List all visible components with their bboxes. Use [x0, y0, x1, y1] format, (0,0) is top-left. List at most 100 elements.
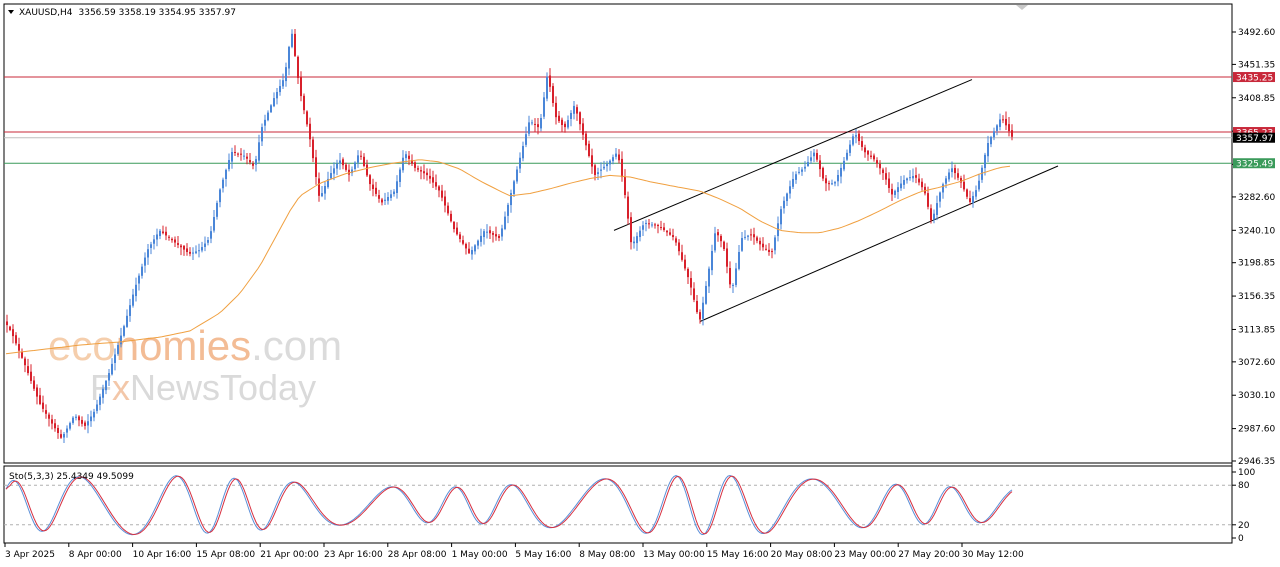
candle-body	[231, 151, 233, 162]
price-tick-label: 3408.85	[1238, 94, 1275, 104]
candle-body	[1008, 124, 1010, 132]
candle-body	[96, 404, 98, 411]
candle-body	[435, 182, 437, 187]
candle-body	[36, 387, 38, 397]
candle-body	[414, 162, 416, 168]
candle-body	[843, 160, 845, 170]
candle-body	[726, 248, 728, 267]
candle-body	[87, 421, 89, 426]
candle-body	[57, 427, 59, 434]
stochastic-tick-label: 100	[1238, 468, 1255, 478]
candle-body	[351, 169, 353, 174]
candle-body	[246, 156, 248, 159]
candle-body	[636, 236, 638, 244]
candle-body	[954, 168, 956, 174]
candle-body	[696, 300, 698, 313]
time-tick-label: 3 Apr 2025	[5, 550, 55, 560]
candle-body	[54, 423, 56, 429]
candle-body	[213, 217, 215, 231]
candle-body	[684, 259, 686, 269]
candle-body	[807, 162, 809, 167]
candle-body	[978, 180, 980, 190]
candle-body	[291, 33, 293, 47]
candle-body	[510, 193, 512, 206]
candle-body	[141, 266, 143, 276]
candle-body	[117, 345, 119, 354]
candle-body	[204, 243, 206, 247]
candle-body	[972, 196, 974, 203]
candle-body	[243, 155, 245, 157]
candle-body	[312, 139, 314, 159]
candle-body	[588, 143, 590, 156]
candle-body	[396, 181, 398, 194]
economies-watermark: economies.com	[48, 322, 342, 369]
candle-body	[933, 213, 935, 220]
candle-body	[102, 388, 104, 398]
candle-body	[864, 147, 866, 153]
level-tag-resistance	[1233, 72, 1275, 83]
candle-body	[147, 249, 149, 258]
candle-body	[60, 434, 62, 438]
candle-body	[183, 245, 185, 250]
candle-body	[501, 228, 503, 237]
candle-body	[741, 238, 743, 251]
candle-body	[393, 191, 395, 195]
candle-body	[441, 190, 443, 198]
candle-body	[942, 184, 944, 193]
candle-body	[219, 189, 221, 203]
candle-body	[882, 169, 884, 174]
time-tick-label: 23 Apr 16:00	[324, 550, 383, 560]
candle-body	[783, 200, 785, 209]
watermark-x: x	[112, 367, 130, 408]
candle-body	[909, 177, 911, 179]
candle-body	[90, 416, 92, 422]
time-tick-label: 8 May 08:00	[579, 550, 635, 560]
header-ohlc: 3356.59 3358.19 3354.95 3357.97	[79, 8, 236, 18]
candle-body	[981, 167, 983, 180]
candle-body	[186, 248, 188, 252]
candle-body	[708, 268, 710, 287]
candle-body	[798, 171, 800, 173]
candle-body	[129, 305, 131, 316]
candle-body	[606, 164, 608, 167]
candle-body	[168, 236, 170, 238]
time-tick-label: 20 May 08:00	[771, 550, 833, 560]
candle-body	[534, 123, 536, 125]
candle-body	[681, 252, 683, 260]
candle-body	[930, 208, 932, 221]
candle-body	[321, 193, 323, 197]
candle-body	[756, 237, 758, 241]
candle-body	[690, 278, 692, 288]
candle-body	[114, 354, 116, 364]
chart-shift-marker[interactable]	[1016, 5, 1028, 10]
candle-body	[891, 188, 893, 195]
candle-body	[549, 75, 551, 87]
level-tag-label: 3325.49	[1236, 160, 1273, 170]
candle-body	[810, 157, 812, 161]
candle-body	[459, 234, 461, 240]
candle-body	[744, 236, 746, 238]
candle-body	[111, 363, 113, 375]
level-tag-label: 3357.97	[1236, 134, 1273, 144]
candle-body	[432, 177, 434, 183]
candle-body	[819, 160, 821, 170]
candle-body	[747, 235, 749, 237]
candle-body	[669, 232, 671, 235]
candle-body	[24, 358, 26, 366]
candle-body	[282, 80, 284, 87]
level-tag-support	[1233, 158, 1275, 169]
candle-body	[363, 156, 365, 166]
candle-body	[753, 234, 755, 238]
candle-body	[780, 209, 782, 225]
candle-body	[885, 173, 887, 180]
candle-body	[852, 136, 854, 145]
svg-text:FxNewsToday: FxNewsToday	[90, 367, 316, 408]
candle-body	[156, 234, 158, 240]
candle-body	[39, 395, 41, 404]
candle-body	[561, 119, 563, 126]
candle-body	[786, 193, 788, 202]
triangle-down-icon[interactable]	[8, 10, 14, 14]
chart-header: XAUUSD,H4 3356.59 3358.19 3354.95 3357.97	[8, 8, 236, 18]
candle-body	[894, 190, 896, 195]
